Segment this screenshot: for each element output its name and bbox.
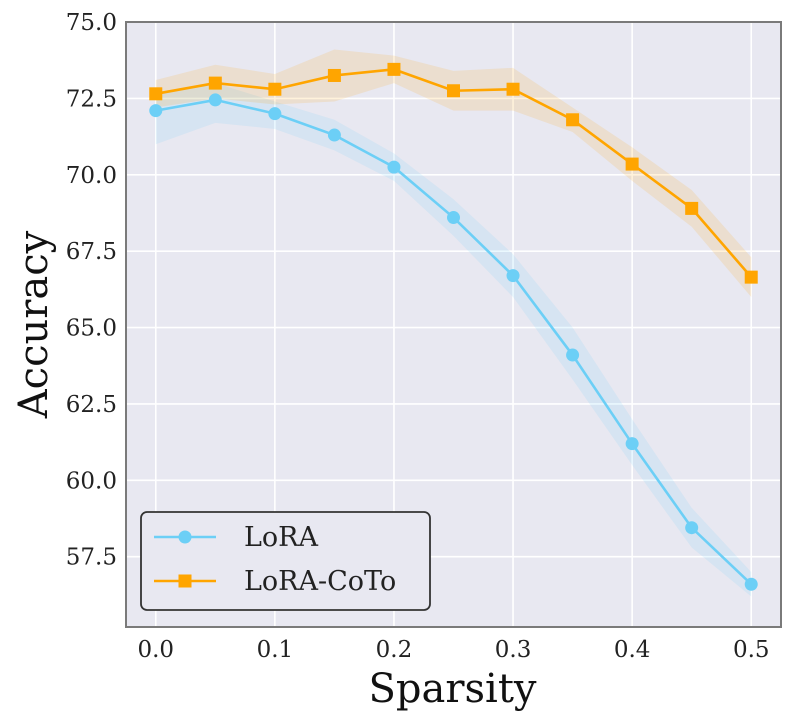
data-point xyxy=(268,107,281,120)
data-point xyxy=(387,161,400,174)
x-axis-label: Sparsity xyxy=(369,666,537,712)
data-point xyxy=(566,349,579,362)
y-tick-label: 70.0 xyxy=(66,163,117,189)
y-tick-label: 65.0 xyxy=(66,316,117,342)
data-point xyxy=(626,158,639,171)
data-point xyxy=(685,202,698,215)
data-point xyxy=(685,521,698,534)
line-chart: 0.0 0.1 0.2 0.3 0.4 0.5 57.5 60.0 62.5 65.0 67.5 7… xyxy=(0,0,796,725)
y-tick-labels: 57.5 60.0 62.5 65.0 67.5 70.0 72.5 75.0 xyxy=(66,10,117,571)
data-point xyxy=(507,83,520,96)
y-tick-label: 72.5 xyxy=(66,86,117,112)
data-point xyxy=(566,113,579,126)
x-tick-label: 0.3 xyxy=(495,637,532,663)
data-point xyxy=(268,83,281,96)
data-point xyxy=(209,77,222,90)
chart-figure: 0.0 0.1 0.2 0.3 0.4 0.5 57.5 60.0 62.5 65.0 67.5 7… xyxy=(0,0,796,725)
data-point xyxy=(328,129,341,142)
data-point xyxy=(626,437,639,450)
x-tick-label: 0.1 xyxy=(257,637,294,663)
y-tick-label: 57.5 xyxy=(66,545,117,571)
legend-marker-lora xyxy=(179,531,192,544)
data-point xyxy=(745,271,758,284)
y-tick-label: 67.5 xyxy=(66,239,117,265)
data-point xyxy=(447,84,460,97)
legend-label-lora: LoRA xyxy=(244,522,319,553)
y-tick-label: 75.0 xyxy=(66,10,117,36)
x-tick-label: 0.0 xyxy=(137,637,174,663)
data-point xyxy=(447,211,460,224)
data-point xyxy=(149,87,162,100)
y-tick-label: 60.0 xyxy=(66,468,117,494)
legend: LoRA LoRA-CoTo xyxy=(141,512,430,610)
data-point xyxy=(507,269,520,282)
data-point xyxy=(745,578,758,591)
y-tick-label: 62.5 xyxy=(66,392,117,418)
data-point xyxy=(209,93,222,106)
x-tick-label: 0.4 xyxy=(614,637,651,663)
data-point xyxy=(387,63,400,76)
x-tick-label: 0.5 xyxy=(733,637,770,663)
legend-marker-lora-coto xyxy=(179,575,192,588)
x-tick-label: 0.2 xyxy=(376,637,413,663)
x-tick-labels: 0.0 0.1 0.2 0.3 0.4 0.5 xyxy=(137,637,769,663)
data-point xyxy=(149,104,162,117)
y-axis-label: Accuracy xyxy=(11,230,57,419)
data-point xyxy=(328,69,341,82)
legend-label-lora-coto: LoRA-CoTo xyxy=(244,566,396,597)
